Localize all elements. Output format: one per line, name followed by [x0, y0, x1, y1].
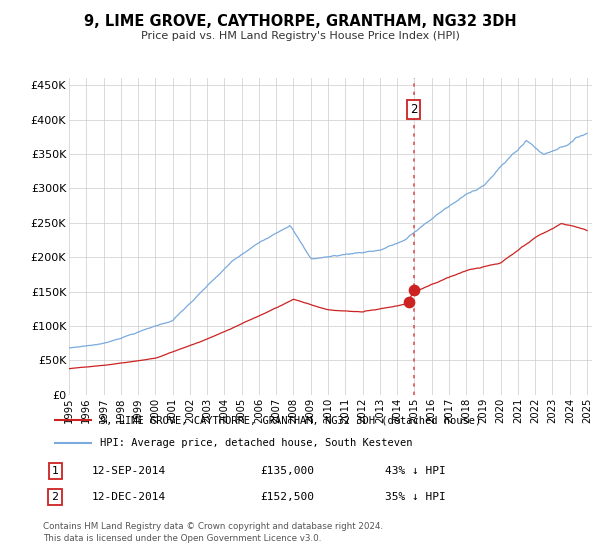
- Text: 12-SEP-2014: 12-SEP-2014: [92, 466, 166, 477]
- Text: This data is licensed under the Open Government Licence v3.0.: This data is licensed under the Open Gov…: [43, 534, 322, 543]
- Text: 2: 2: [410, 103, 418, 116]
- Text: Price paid vs. HM Land Registry's House Price Index (HPI): Price paid vs. HM Land Registry's House …: [140, 31, 460, 41]
- Text: £135,000: £135,000: [260, 466, 314, 477]
- Text: HPI: Average price, detached house, South Kesteven: HPI: Average price, detached house, Sout…: [100, 438, 413, 449]
- Text: 43% ↓ HPI: 43% ↓ HPI: [385, 466, 446, 477]
- Text: 2: 2: [52, 492, 59, 502]
- Text: 12-DEC-2014: 12-DEC-2014: [92, 492, 166, 502]
- Point: [409, 286, 418, 295]
- Text: 9, LIME GROVE, CAYTHORPE, GRANTHAM, NG32 3DH: 9, LIME GROVE, CAYTHORPE, GRANTHAM, NG32…: [83, 14, 517, 29]
- Text: Contains HM Land Registry data © Crown copyright and database right 2024.: Contains HM Land Registry data © Crown c…: [43, 522, 383, 531]
- Text: 35% ↓ HPI: 35% ↓ HPI: [385, 492, 446, 502]
- Point: [404, 297, 414, 306]
- Text: £152,500: £152,500: [260, 492, 314, 502]
- Text: 1: 1: [52, 466, 59, 477]
- Text: 9, LIME GROVE, CAYTHORPE, GRANTHAM, NG32 3DH (detached house): 9, LIME GROVE, CAYTHORPE, GRANTHAM, NG32…: [100, 415, 481, 425]
